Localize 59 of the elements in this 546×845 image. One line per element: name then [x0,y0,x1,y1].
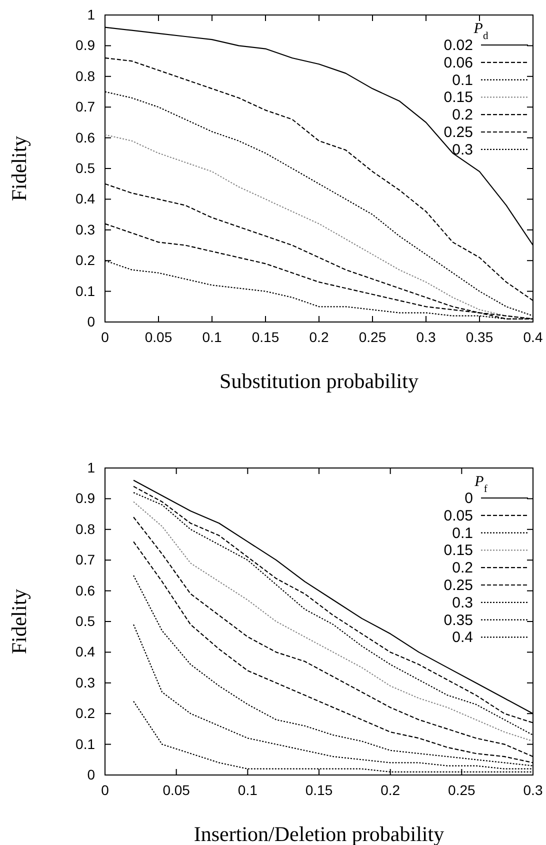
y-tick-label: 0 [87,766,96,782]
y-tick-label: 0 [87,313,96,330]
y-tick-label: 0.4 [76,190,96,207]
legend-label: 0.2 [452,106,473,124]
y-tick-label: 0.8 [76,520,96,537]
y-tick-label: 0.2 [76,252,96,268]
legend-label: 0.15 [444,89,473,106]
x-tick-label: 0.15 [305,782,333,798]
legend-label: 0.05 [444,507,473,524]
x-tick-label: 0 [101,328,110,345]
legend-label: 0.4 [452,629,473,646]
y-tick-label: 0.2 [76,705,96,722]
legend-label: 0.35 [444,612,473,629]
y-tick-label: 0.6 [76,129,96,146]
y-tick-label: 0.6 [76,582,96,598]
x-axis-title: Substitution probability [220,369,419,393]
x-tick-label: 0.05 [144,328,172,345]
legend-label: 0.06 [444,54,473,72]
y-tick-label: 1 [87,459,96,476]
x-tick-label: 0.1 [238,782,258,798]
legend-label: 0.2 [452,560,473,577]
y-tick-label: 0.4 [76,644,96,660]
x-tick-label: 0.15 [252,328,280,345]
y-tick-label: 0.1 [76,736,96,752]
y-tick-label: 0.8 [76,68,96,84]
x-tick-label: 0.1 [202,328,222,345]
y-tick-label: 1 [87,6,96,22]
x-tick-label: 0.4 [523,328,543,345]
x-tick-label: 0.35 [466,328,494,345]
legend-label: 0.25 [444,124,473,141]
y-tick-label: 0.9 [76,37,96,54]
legend-label: 0.1 [452,72,473,89]
legend-label: 0.1 [452,524,473,542]
y-tick-label: 0.9 [76,490,96,506]
y-tick-label: 0.1 [76,282,96,299]
legend-title: P$_{f}$ [474,474,488,494]
x-tick-label: 0.3 [416,328,436,345]
y-tick-label: 0.5 [76,612,96,629]
x-tick-label: 0.2 [380,782,400,798]
legend-label: 0.3 [452,594,473,612]
legend-label: 0.15 [444,542,473,560]
x-tick-label: 0 [101,782,110,798]
y-tick-label: 0.3 [76,221,96,238]
y-tick-label: 0.7 [76,552,96,568]
x-tick-label: 0.2 [309,328,329,345]
legend-label: 0.02 [444,37,473,54]
x-tick-label: 0.25 [448,782,476,798]
y-axis-title: Fidelity [7,588,31,654]
x-tick-label: 0.05 [162,782,190,798]
y-tick-label: 0.5 [76,160,96,176]
legend-label: 0.25 [444,577,473,594]
y-axis-title: Fidelity [7,135,31,202]
legend-label: 0.3 [452,141,473,158]
y-tick-label: 0.7 [76,98,96,115]
x-tick-label: 0.25 [358,328,386,345]
x-tick-label: 0.3 [523,782,543,798]
legend-title: P$_{d}$ [472,21,489,42]
legend-label: 0 [464,490,473,507]
y-tick-label: 0.3 [76,674,96,690]
